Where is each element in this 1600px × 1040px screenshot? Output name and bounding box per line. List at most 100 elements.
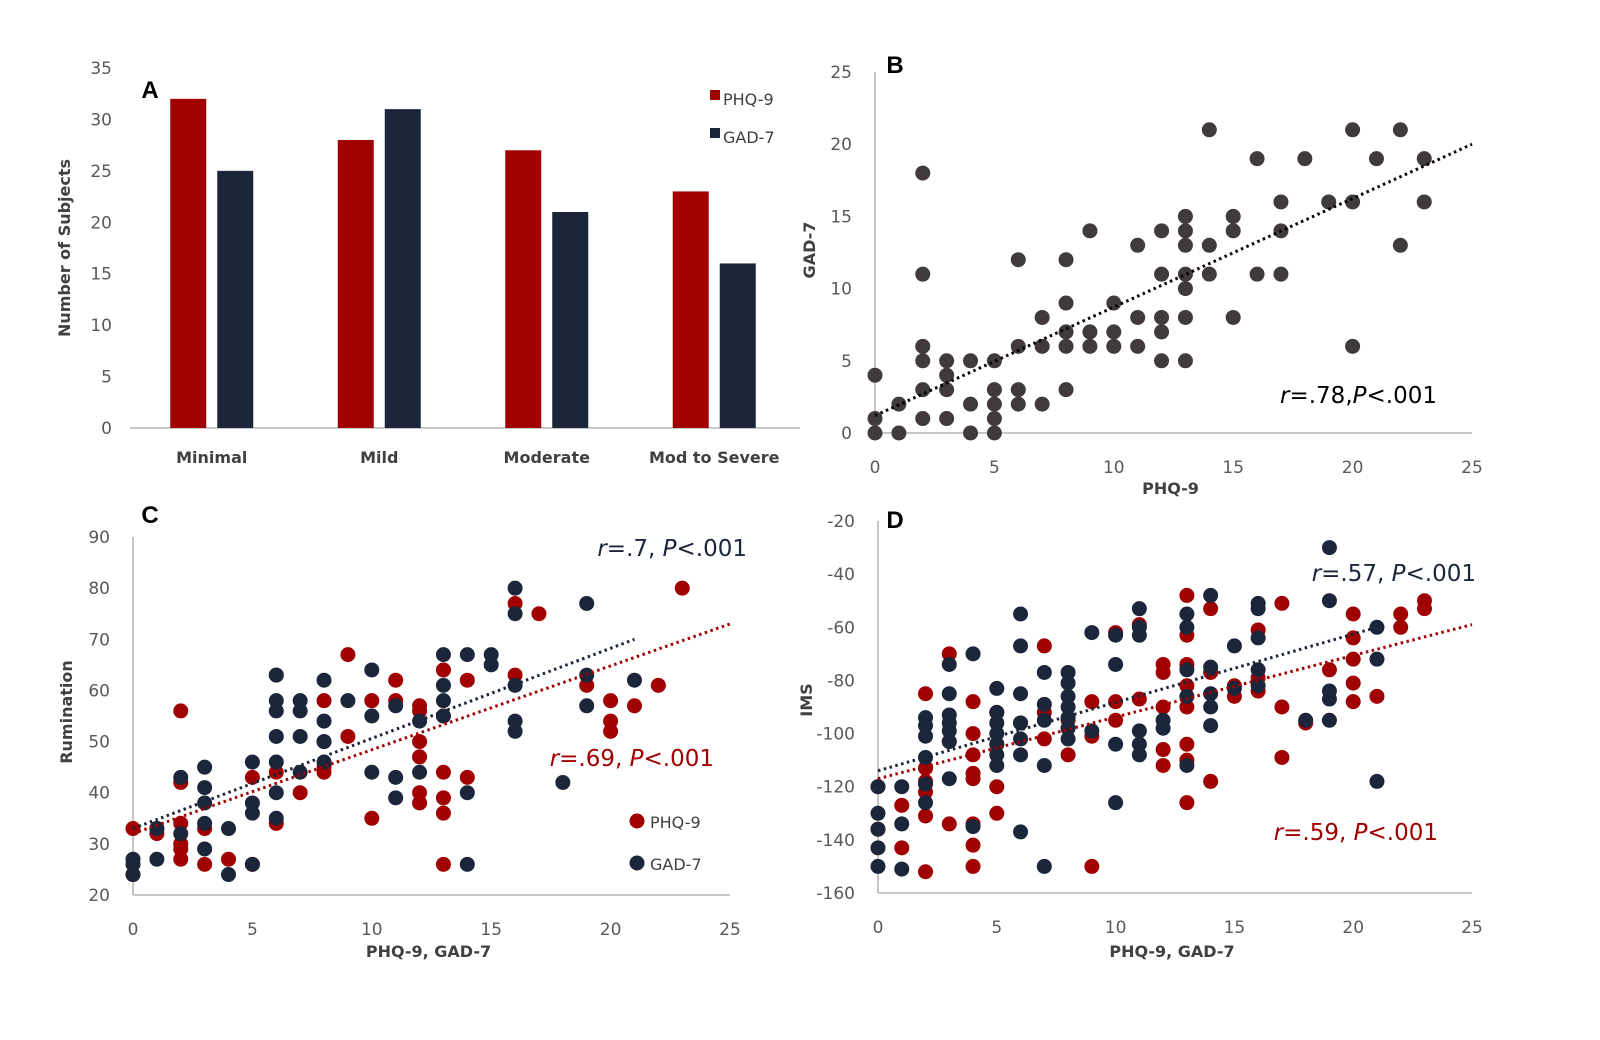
data-point: [197, 856, 213, 872]
data-point: [1345, 675, 1361, 691]
data-point: [1298, 712, 1314, 728]
data-point: [986, 382, 1002, 398]
data-point: [1060, 710, 1076, 726]
data-point: [459, 856, 475, 872]
data-point: [1036, 638, 1052, 654]
bar-phq-9: [170, 98, 207, 428]
x-tick-label: 25: [719, 920, 741, 940]
data-point: [1392, 122, 1408, 138]
data-point: [435, 662, 451, 678]
legend-label: PHQ-9: [723, 90, 774, 109]
bar-gad-7: [384, 109, 421, 429]
data-point: [459, 647, 475, 663]
panel-b: B 0 5 10 15 20 25 0 5 10 15 20 25 PHQ-9 GAD-7 r=.78,P<.…: [800, 52, 1483, 498]
data-point: [1036, 731, 1052, 747]
data-point: [1154, 266, 1170, 282]
data-point: [1249, 151, 1265, 167]
x-tick-label: 0: [873, 918, 884, 938]
data-point: [941, 816, 957, 832]
data-point: [1392, 237, 1408, 253]
data-point: [1106, 324, 1122, 340]
p-value: <.001: [1368, 820, 1438, 846]
p-value: <.001: [1367, 383, 1437, 409]
data-point: [965, 765, 981, 781]
data-point: [1154, 324, 1170, 340]
x-tick-label: 0: [128, 920, 139, 940]
data-point: [1130, 309, 1146, 325]
data-point: [1155, 742, 1171, 758]
legend-marker: [629, 855, 645, 871]
data-point: [674, 580, 690, 596]
data-point: [268, 693, 284, 709]
data-point: [435, 805, 451, 821]
data-point: [1013, 824, 1029, 840]
data-point: [1034, 396, 1050, 412]
data-point: [1108, 795, 1124, 811]
data-point: [965, 837, 981, 853]
data-point: [989, 779, 1005, 795]
data-point: [412, 698, 428, 714]
data-point: [989, 715, 1005, 731]
r-value: =.69,: [559, 746, 629, 772]
data-point: [507, 580, 523, 596]
data-point: [1084, 858, 1100, 874]
panel-d: D -160 -140 -120 -100 -80 -60 -40 -20 0 5 10 15 20 25 P…: [797, 507, 1483, 961]
data-point: [1369, 651, 1385, 667]
p-value: <.001: [1406, 561, 1476, 587]
y-tick-label: 30: [90, 110, 112, 130]
category-label: Mild: [360, 448, 398, 467]
data-point: [459, 769, 475, 785]
data-point: [915, 266, 931, 282]
data-point: [197, 815, 213, 831]
x-tick-label: 5: [991, 918, 1002, 938]
x-tick-label: 25: [1461, 918, 1483, 938]
data-point: [1036, 757, 1052, 773]
data-point: [1082, 338, 1098, 354]
data-point: [1060, 688, 1076, 704]
data-point: [173, 826, 189, 842]
panel-label: D: [886, 507, 903, 534]
data-point: [1177, 281, 1193, 297]
x-tick-label: 15: [1224, 918, 1246, 938]
y-tick-label: 70: [88, 630, 110, 650]
r-value: =.7,: [607, 536, 663, 562]
data-point: [1058, 295, 1074, 311]
data-point: [1369, 773, 1385, 789]
data-point: [364, 662, 380, 678]
data-point: [1321, 712, 1337, 728]
y-tick-label: -160: [816, 884, 855, 904]
correlation-annotation-phq: r=.59, P<.001: [1274, 820, 1438, 846]
data-point: [1013, 638, 1029, 654]
data-point: [173, 769, 189, 785]
y-tick-label: -60: [827, 618, 855, 638]
data-point: [1106, 338, 1122, 354]
data-point: [918, 795, 934, 811]
data-point: [1013, 747, 1029, 763]
data-point: [626, 672, 642, 688]
data-point: [412, 734, 428, 750]
data-point: [316, 713, 332, 729]
data-point: [941, 686, 957, 702]
data-point: [963, 425, 979, 441]
x-axis-title: PHQ-9, GAD-7: [1109, 942, 1234, 961]
data-point: [388, 698, 404, 714]
data-point: [986, 425, 1002, 441]
data-point: [221, 851, 237, 867]
data-point: [918, 728, 934, 744]
x-tick-label: 25: [1461, 458, 1483, 478]
data-point: [1177, 237, 1193, 253]
data-point: [412, 785, 428, 801]
data-point: [435, 647, 451, 663]
data-point: [1321, 194, 1337, 210]
data-point: [459, 785, 475, 801]
data-point: [340, 693, 356, 709]
data-point: [388, 769, 404, 785]
data-point: [1393, 619, 1409, 635]
data-point: [1060, 675, 1076, 691]
data-point: [941, 734, 957, 750]
y-tick-label: 30: [88, 835, 110, 855]
data-point: [1130, 237, 1146, 253]
data-point: [650, 677, 666, 693]
data-point: [1249, 266, 1265, 282]
y-axis-title: IMS: [797, 683, 816, 716]
